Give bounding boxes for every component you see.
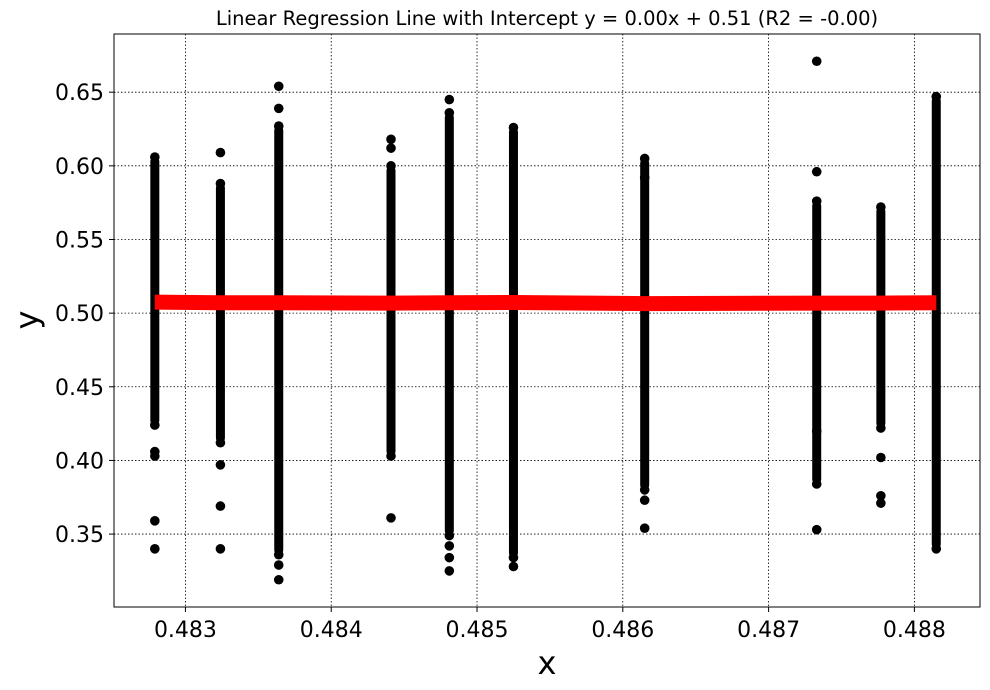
x-tick-label: 0.486: [591, 618, 654, 643]
data-point: [444, 94, 455, 105]
y-tick-label: 0.55: [55, 228, 104, 253]
data-point: [273, 574, 284, 585]
point-cluster: [150, 156, 160, 426]
data-point: [444, 552, 455, 563]
data-point: [876, 423, 886, 433]
data-point: [811, 426, 822, 436]
plot-frame: [113, 33, 981, 608]
x-tick-label: 0.488: [883, 618, 946, 643]
point-cluster: [812, 201, 822, 485]
regression-line: [154, 294, 937, 312]
data-point: [215, 501, 226, 511]
data-point: [444, 108, 455, 118]
y-tick-label: 0.40: [55, 449, 104, 474]
point-cluster: [876, 207, 886, 429]
data-point: [150, 152, 160, 162]
y-axis-label: y: [8, 311, 46, 330]
data-point: [444, 530, 455, 541]
data-point: [508, 552, 519, 563]
data-point: [444, 541, 455, 551]
data-point: [386, 134, 396, 145]
point-cluster: [931, 96, 941, 549]
data-point: [811, 479, 822, 489]
y-tick-label: 0.35: [55, 523, 104, 548]
data-point: [215, 460, 226, 470]
data-point: [811, 56, 822, 67]
data-point: [508, 122, 519, 133]
data-point: [273, 549, 284, 560]
data-point: [876, 490, 886, 501]
chart-title: Linear Regression Line with Intercept y …: [216, 7, 878, 30]
y-tick-label: 0.50: [55, 302, 104, 327]
grid: [114, 34, 980, 607]
x-tick-label: 0.485: [446, 618, 509, 643]
data-point: [811, 166, 822, 177]
data-point: [215, 544, 226, 554]
data-point: [639, 495, 650, 506]
x-axis-label: x: [538, 644, 557, 682]
point-cluster: [444, 112, 454, 536]
regression-line-path: [154, 294, 937, 312]
y-tick-label: 0.45: [55, 376, 104, 401]
data-point: [639, 485, 650, 495]
data-point: [150, 420, 160, 430]
data-point: [931, 544, 942, 554]
point-cluster: [508, 127, 518, 558]
data-point: [931, 91, 942, 102]
data-point: [150, 446, 160, 457]
data-point: [215, 178, 226, 189]
data-point: [215, 437, 226, 448]
data-point: [273, 81, 284, 92]
data-point: [150, 516, 160, 526]
data-point: [386, 451, 396, 461]
y-tick-label: 0.60: [55, 155, 104, 180]
data-point: [639, 153, 650, 164]
data-point: [444, 566, 455, 576]
y-tick-label: 0.65: [55, 81, 104, 106]
data-point: [215, 147, 226, 158]
data-point: [876, 452, 886, 463]
data-point: [876, 202, 886, 212]
data-point: [386, 143, 396, 153]
y-axis-ticks: 0.35 0.40 0.45 0.50 0.55 0.60 0.65: [55, 81, 114, 548]
x-tick-label: 0.483: [154, 618, 217, 643]
data-point: [811, 196, 822, 206]
data-point: [876, 498, 886, 508]
data-point: [273, 103, 284, 114]
point-cluster: [640, 158, 650, 490]
data-point: [386, 161, 396, 171]
scatter-points: [150, 56, 942, 585]
data-point: [639, 172, 650, 183]
point-cluster: [215, 183, 225, 443]
point-cluster: [386, 165, 396, 457]
data-point: [150, 544, 160, 554]
data-point: [386, 513, 396, 523]
data-point: [508, 561, 519, 572]
data-point: [639, 523, 650, 533]
x-tick-label: 0.487: [737, 618, 800, 643]
data-point: [273, 121, 284, 131]
point-cluster: [274, 126, 284, 555]
x-tick-label: 0.484: [300, 618, 363, 643]
data-point: [811, 524, 822, 535]
data-point: [273, 560, 284, 570]
x-axis-ticks: 0.483 0.484 0.485 0.486 0.487 0.488: [154, 607, 946, 643]
